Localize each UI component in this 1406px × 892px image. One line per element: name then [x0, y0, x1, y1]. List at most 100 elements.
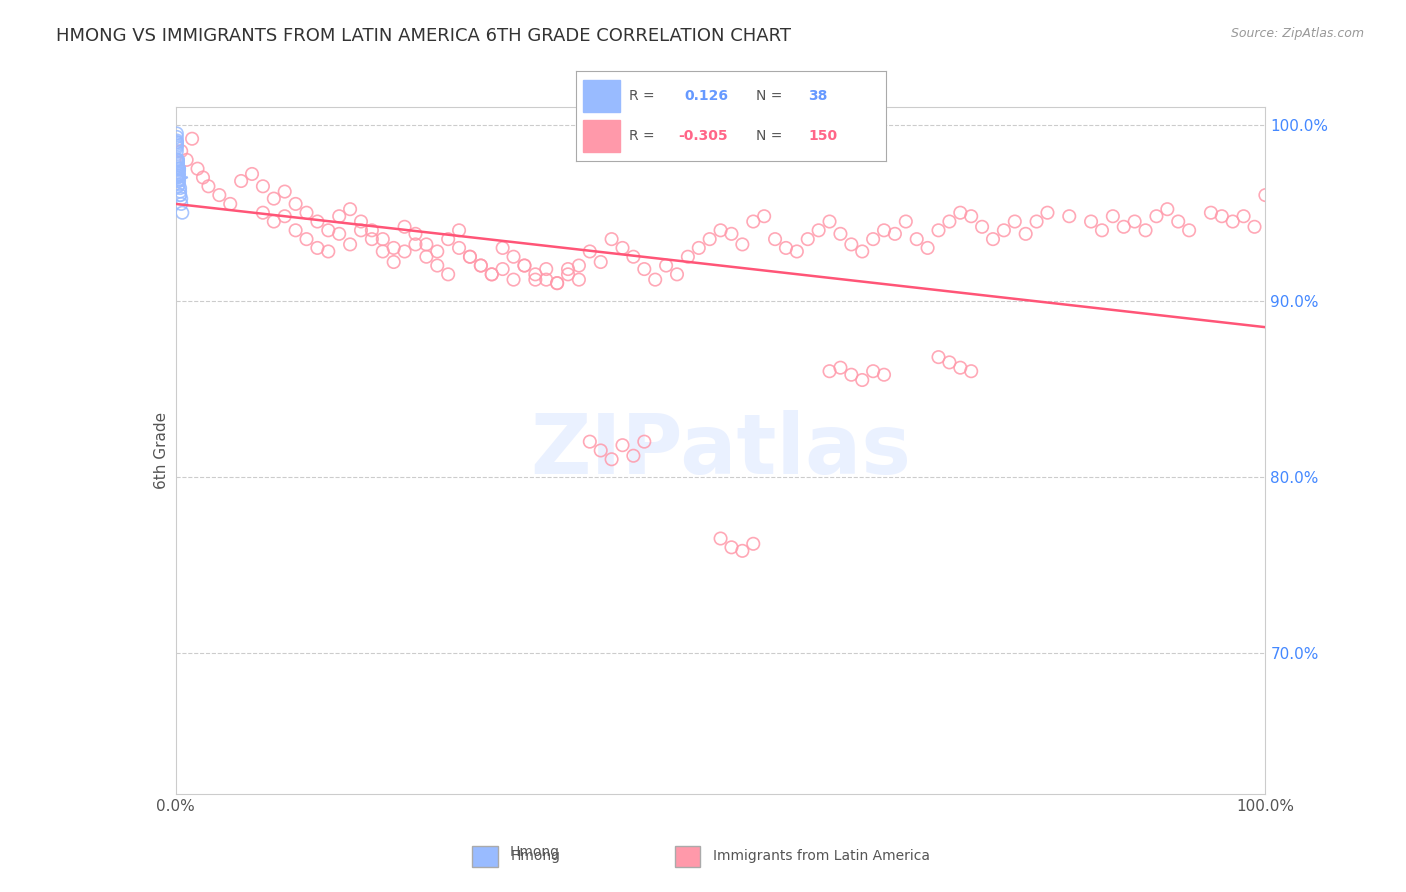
- Point: [167, 161, 190, 176]
- Point: [633, 434, 655, 449]
- Point: [534, 262, 557, 277]
- Point: [1211, 209, 1233, 223]
- Point: [382, 255, 405, 269]
- Point: [1057, 209, 1080, 223]
- Point: [993, 223, 1015, 237]
- Point: [818, 364, 841, 378]
- Point: [167, 161, 190, 176]
- Point: [1243, 219, 1265, 234]
- Text: HMONG VS IMMIGRANTS FROM LATIN AMERICA 6TH GRADE CORRELATION CHART: HMONG VS IMMIGRANTS FROM LATIN AMERICA 6…: [56, 27, 792, 45]
- Point: [600, 232, 623, 246]
- Point: [166, 144, 188, 158]
- Point: [644, 272, 666, 286]
- Point: [274, 185, 297, 199]
- Text: R =: R =: [628, 89, 655, 103]
- Text: Immigrants from Latin America: Immigrants from Latin America: [713, 849, 929, 863]
- Point: [350, 223, 373, 237]
- Point: [502, 272, 524, 286]
- Point: [191, 170, 214, 185]
- Point: [960, 364, 983, 378]
- Point: [447, 241, 470, 255]
- Point: [263, 192, 285, 206]
- Text: R =: R =: [628, 129, 655, 144]
- Point: [600, 452, 623, 467]
- Point: [307, 241, 329, 255]
- Point: [524, 268, 547, 282]
- Point: [166, 136, 188, 151]
- Point: [720, 541, 742, 555]
- Point: [1015, 227, 1038, 241]
- Point: [720, 227, 742, 241]
- Point: [166, 134, 188, 148]
- Point: [492, 262, 515, 277]
- Point: [851, 373, 873, 387]
- Point: [167, 153, 190, 167]
- Point: [219, 197, 242, 211]
- Point: [873, 368, 896, 382]
- Point: [167, 156, 190, 170]
- Point: [763, 232, 786, 246]
- Point: [166, 153, 188, 167]
- Point: [905, 232, 928, 246]
- Point: [1102, 209, 1125, 223]
- Point: [1199, 205, 1222, 219]
- Point: [167, 154, 190, 169]
- Point: [426, 259, 449, 273]
- Point: [470, 259, 492, 273]
- Point: [481, 268, 503, 282]
- Point: [894, 214, 917, 228]
- Point: [371, 244, 394, 259]
- Point: [492, 241, 515, 255]
- Point: [166, 135, 188, 149]
- Point: [589, 255, 612, 269]
- Point: [676, 250, 699, 264]
- Point: [742, 214, 765, 228]
- Point: [579, 244, 602, 259]
- Point: [437, 268, 460, 282]
- Point: [546, 276, 568, 290]
- Point: [328, 227, 350, 241]
- Point: [589, 443, 612, 458]
- Text: Hmong: Hmong: [510, 849, 561, 863]
- Point: [1156, 202, 1178, 217]
- Point: [796, 232, 818, 246]
- Point: [731, 237, 754, 252]
- Point: [166, 135, 188, 149]
- Point: [612, 241, 634, 255]
- Point: [167, 153, 190, 167]
- Point: [612, 438, 634, 452]
- Y-axis label: 6th Grade: 6th Grade: [153, 412, 169, 489]
- Point: [167, 178, 190, 192]
- Point: [546, 276, 568, 290]
- Point: [862, 232, 884, 246]
- Point: [1135, 223, 1157, 237]
- Point: [167, 169, 190, 183]
- Point: [513, 259, 536, 273]
- Point: [754, 209, 776, 223]
- Point: [579, 434, 602, 449]
- Point: [328, 209, 350, 223]
- Point: [873, 223, 896, 237]
- Point: [284, 223, 307, 237]
- Point: [167, 165, 190, 179]
- Point: [557, 268, 579, 282]
- Point: [830, 227, 852, 241]
- Point: [970, 219, 993, 234]
- Point: [394, 244, 416, 259]
- Point: [167, 163, 190, 178]
- Point: [167, 158, 190, 172]
- Point: [252, 179, 274, 194]
- Point: [170, 197, 193, 211]
- Point: [167, 170, 190, 185]
- Point: [949, 205, 972, 219]
- Point: [166, 138, 188, 153]
- Point: [688, 241, 710, 255]
- Point: [1091, 223, 1114, 237]
- Point: [960, 209, 983, 223]
- Point: [655, 259, 678, 273]
- Point: [339, 237, 361, 252]
- Point: [360, 232, 382, 246]
- Point: [169, 188, 191, 202]
- Point: [240, 167, 263, 181]
- Point: [405, 237, 427, 252]
